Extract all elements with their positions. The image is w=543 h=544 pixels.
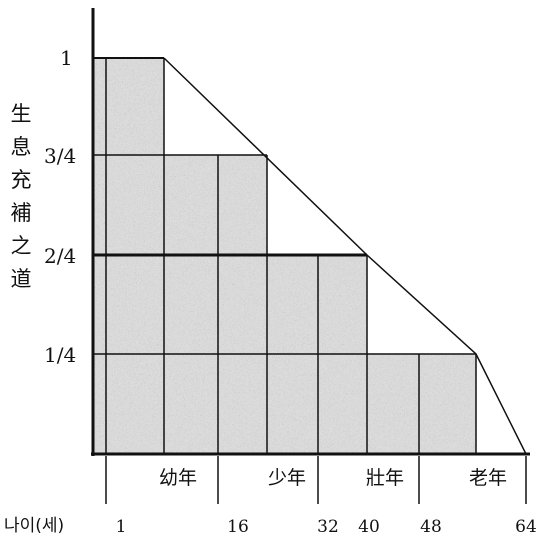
title-char: 道: [10, 267, 32, 291]
y-tick-2-4: 2/4: [44, 244, 77, 268]
age-tick-16: 16: [227, 517, 249, 537]
y-tick-3-4: 3/4: [44, 144, 77, 168]
title-char: 之: [10, 234, 32, 258]
age-tick-32: 32: [317, 517, 339, 537]
title-char: 息: [10, 135, 32, 159]
stage-label-old-age: 老年: [468, 467, 508, 489]
stage-dividers: [105, 456, 527, 504]
age-tick-64: 64: [515, 517, 537, 537]
y-tick-1: 1: [60, 46, 73, 70]
stage-label-childhood: 幼年: [158, 467, 198, 489]
age-axis-label: 나이(세): [4, 516, 65, 536]
vertical-title: 生 息 充 補 之 道: [8, 98, 34, 296]
age-tick-48: 48: [420, 517, 442, 537]
age-tick-40: 40: [358, 517, 380, 537]
decline-line: [163, 57, 527, 455]
title-char: 生: [10, 102, 32, 126]
title-char: 充: [10, 168, 32, 192]
age-tick-1: 1: [115, 517, 127, 537]
title-char: 補: [10, 201, 32, 225]
y-tick-1-4: 1/4: [44, 343, 77, 367]
stage-label-adulthood: 壯年: [365, 467, 405, 489]
block-outlines: [93, 57, 477, 454]
stage-label-youth: 少年: [267, 467, 307, 489]
